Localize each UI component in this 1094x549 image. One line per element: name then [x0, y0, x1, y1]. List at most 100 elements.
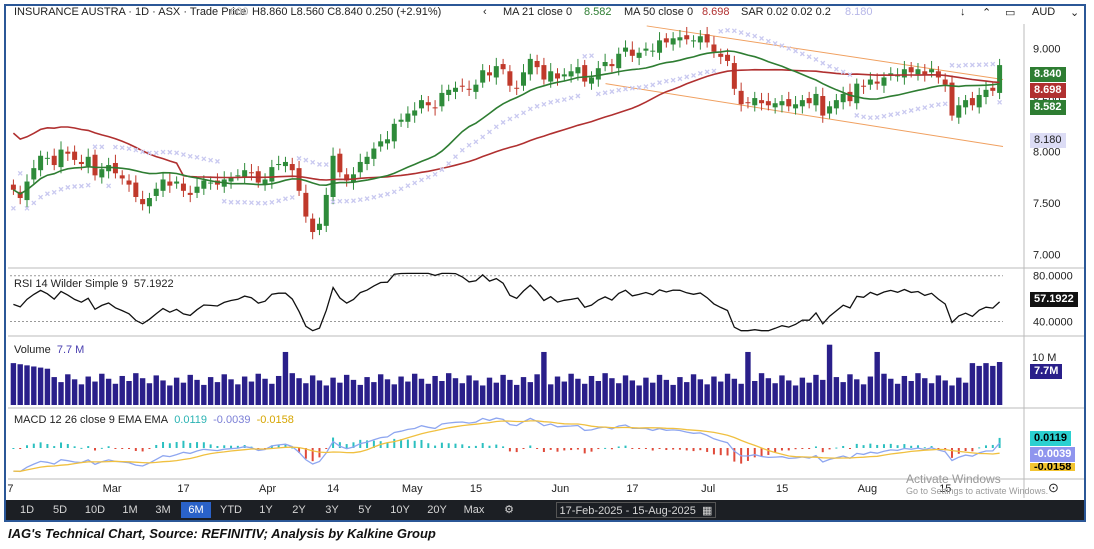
- macd-hist-bar: [719, 448, 722, 456]
- volume-bar: [112, 383, 119, 405]
- candle-body: [575, 67, 581, 74]
- rsi-tick-label: 80.0000: [1033, 271, 1073, 283]
- macd-hist-bar: [876, 444, 879, 448]
- symbol-label[interactable]: INSURANCE AUSTRA · 1D · ASX · Trade Pric…: [14, 6, 247, 18]
- candle-body: [752, 98, 758, 106]
- rsi-tick-label: 40.0000: [1033, 317, 1073, 329]
- volume-bar: [384, 379, 391, 405]
- signal-line: [13, 420, 1000, 472]
- timeframe-button-ytd[interactable]: YTD: [220, 504, 242, 516]
- volume-bar: [840, 382, 846, 405]
- timeframe-button-5y[interactable]: 5Y: [358, 504, 372, 516]
- volume-bar: [983, 363, 989, 405]
- maximize-icon[interactable]: ▭: [1005, 7, 1016, 19]
- timeframe-button-3m[interactable]: 3M: [155, 504, 171, 516]
- volume-bar: [609, 378, 615, 405]
- volume-bar: [207, 377, 214, 405]
- macd-hist-bar: [39, 442, 42, 448]
- timeframe-button-3y[interactable]: 3Y: [325, 504, 339, 516]
- candle-body: [480, 70, 486, 83]
- sar-dot: [541, 101, 547, 107]
- volume-bar: [303, 383, 309, 405]
- sar-dot: [17, 170, 23, 176]
- timeframe-toolbar: [6, 500, 1084, 520]
- sar-dot: [140, 149, 146, 155]
- volume-bar: [296, 378, 302, 405]
- ohlc-readout: H8.860 L8.560 C8.840 0.250 (+2.91%): [252, 6, 442, 18]
- macd-v2: -0.0039: [213, 414, 251, 426]
- volume-bar: [71, 379, 78, 405]
- candle-body: [378, 141, 384, 147]
- volume-bar: [677, 377, 683, 405]
- macd-v3: -0.0158: [256, 414, 294, 426]
- volume-bar: [58, 382, 64, 405]
- macd-hist-bar: [277, 445, 280, 448]
- macd-hist-bar: [427, 443, 430, 448]
- volume-bar: [364, 377, 370, 405]
- volume-bar: [357, 384, 363, 405]
- candle-body: [820, 96, 826, 116]
- chevron-down-icon[interactable]: ⌄: [1070, 7, 1080, 19]
- volume-bar: [507, 379, 513, 405]
- sar-dot: [514, 113, 520, 119]
- timeframe-button-6m[interactable]: 6M: [181, 502, 211, 518]
- timeframe-button-1y[interactable]: 1Y: [259, 504, 273, 516]
- timeframe-button-max[interactable]: Max: [463, 504, 485, 516]
- sar-dot: [242, 199, 248, 205]
- macd-hist-bar: [855, 443, 858, 448]
- sar-dot: [629, 85, 635, 91]
- volume-bar: [350, 379, 357, 405]
- sar-dot: [72, 184, 78, 189]
- date-range-picker[interactable]: 17-Feb-2025 - 15-Aug-2025 ▦: [556, 502, 716, 518]
- macd-hist-bar: [298, 448, 301, 453]
- macd-hist-bar: [168, 443, 171, 448]
- sar-dot: [847, 72, 853, 78]
- sar-dot: [269, 199, 275, 205]
- macd-label: MACD 12 26 close 9 EMA EMA 0.0119 -0.003…: [14, 414, 294, 426]
- volume-bar: [459, 383, 465, 405]
- volume-bar: [180, 382, 187, 405]
- volume-bar: [745, 351, 751, 405]
- volume-bar: [711, 376, 717, 405]
- volume-bar: [908, 380, 914, 405]
- timeframe-button-5d[interactable]: 5D: [52, 504, 68, 516]
- volume-bar: [568, 373, 574, 405]
- candle-body: [548, 71, 554, 82]
- macd-hist-bar: [801, 448, 804, 449]
- candle-body: [568, 71, 574, 77]
- volume-bar: [650, 382, 656, 405]
- candle-body: [582, 65, 588, 82]
- candle-body: [364, 156, 370, 165]
- candle-body: [160, 179, 166, 191]
- timeframe-button-20y[interactable]: 20Y: [427, 504, 447, 516]
- download-icon[interactable]: ↓: [960, 6, 966, 18]
- sar-dot: [548, 99, 554, 105]
- volume-bar: [867, 376, 874, 405]
- volume-bar: [173, 377, 180, 405]
- candle-body: [194, 186, 200, 193]
- candle-body: [555, 73, 561, 79]
- back-arrow-icon[interactable]: ‹: [483, 6, 487, 18]
- x-tick-label: 15: [939, 483, 951, 495]
- sar-value: 8.180: [845, 6, 873, 18]
- volume-bar: [479, 385, 486, 405]
- candle-body: [187, 192, 193, 195]
- macd-hist-bar: [991, 444, 994, 448]
- candle-body: [106, 165, 112, 172]
- candle-body: [623, 47, 629, 52]
- candle-body: [983, 89, 989, 98]
- timeframe-button-10y[interactable]: 10Y: [390, 504, 410, 516]
- volume-bar: [194, 379, 200, 405]
- timeframe-button-1d[interactable]: 1D: [19, 504, 35, 516]
- timeframe-button-1m[interactable]: 1M: [122, 504, 138, 516]
- macd-hist-bar: [692, 448, 695, 452]
- sar-dot: [833, 66, 839, 72]
- collapse-icon[interactable]: ⌃: [982, 7, 992, 19]
- settings-gear-icon[interactable]: ⚙: [504, 504, 514, 516]
- timeframe-button-10d[interactable]: 10D: [84, 504, 106, 516]
- timeframe-button-2y[interactable]: 2Y: [292, 504, 306, 516]
- macd-hist-bar: [406, 439, 409, 448]
- macd-hist-bar: [508, 448, 511, 452]
- volume-bar: [343, 374, 350, 405]
